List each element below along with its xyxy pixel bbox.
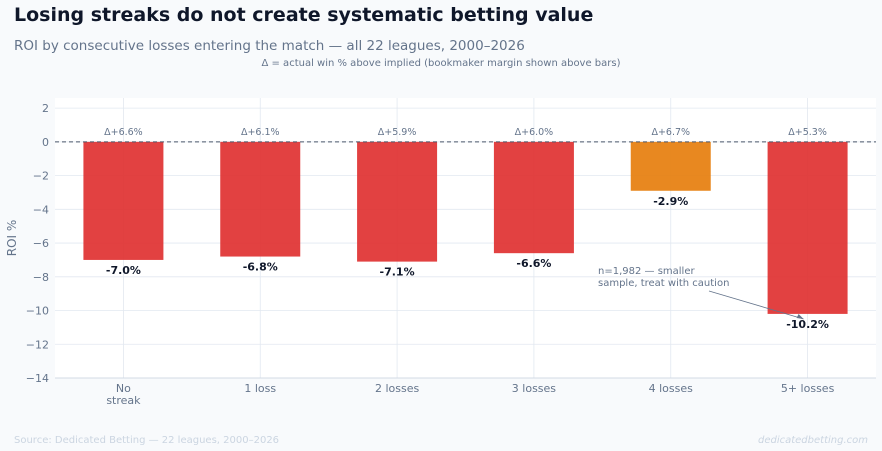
bar-4: [630, 141, 711, 191]
bar-1: [220, 141, 301, 257]
delta-label: Δ+6.0%: [515, 127, 554, 138]
y-tick-label: −2: [33, 170, 49, 183]
y-tick-label: 0: [42, 136, 49, 149]
x-tick-label: 5+ losses: [781, 382, 835, 395]
annotation-arrowhead: [796, 313, 804, 319]
chart-note: Δ = actual win % above implied (bookmake…: [261, 58, 621, 69]
delta-label: Δ+6.6%: [104, 127, 143, 138]
value-label: -6.8%: [243, 261, 278, 274]
bar-0: [83, 141, 164, 260]
value-label: -7.1%: [380, 266, 415, 279]
plot-area: [55, 98, 876, 378]
value-label: -6.6%: [516, 257, 551, 270]
y-tick-label: −4: [33, 203, 49, 216]
delta-label: Δ+6.7%: [651, 127, 690, 138]
y-tick-label: 2: [42, 102, 49, 115]
y-tick-label: −8: [33, 271, 49, 284]
y-axis-label: ROI %: [5, 220, 19, 257]
value-label: -7.0%: [106, 264, 141, 277]
annotation-arrow: [708, 290, 804, 320]
bar-3: [493, 141, 574, 254]
x-tick-label: 4 losses: [649, 382, 694, 395]
bar-2: [357, 141, 438, 262]
x-tick-label: 3 losses: [512, 382, 557, 395]
x-tick-label: streak: [106, 394, 141, 407]
delta-label: Δ+5.3%: [788, 127, 827, 138]
y-tick-label: −12: [26, 338, 49, 351]
value-label: -2.9%: [653, 195, 688, 208]
bar-5: [767, 141, 848, 314]
delta-label: Δ+6.1%: [241, 127, 280, 138]
chart-subtitle: ROI by consecutive losses entering the m…: [14, 38, 525, 54]
x-tick-label: No: [116, 382, 131, 395]
source-footer: Source: Dedicated Betting — 22 leagues, …: [14, 435, 280, 446]
delta-label: Δ+5.9%: [378, 127, 417, 138]
annotation-text: n=1,982 — smaller: [598, 266, 695, 277]
x-tick-label: 2 losses: [375, 382, 420, 395]
x-tick-label: 1 loss: [244, 382, 276, 395]
y-tick-label: −10: [26, 305, 49, 318]
chart-title: Losing streaks do not create systematic …: [14, 4, 594, 26]
value-label: -10.2%: [786, 318, 829, 331]
annotation-text: sample, treat with caution: [598, 278, 729, 289]
y-tick-label: −14: [26, 372, 49, 385]
brand-footer: dedicatedbetting.com: [757, 435, 868, 446]
y-tick-label: −6: [33, 237, 49, 250]
